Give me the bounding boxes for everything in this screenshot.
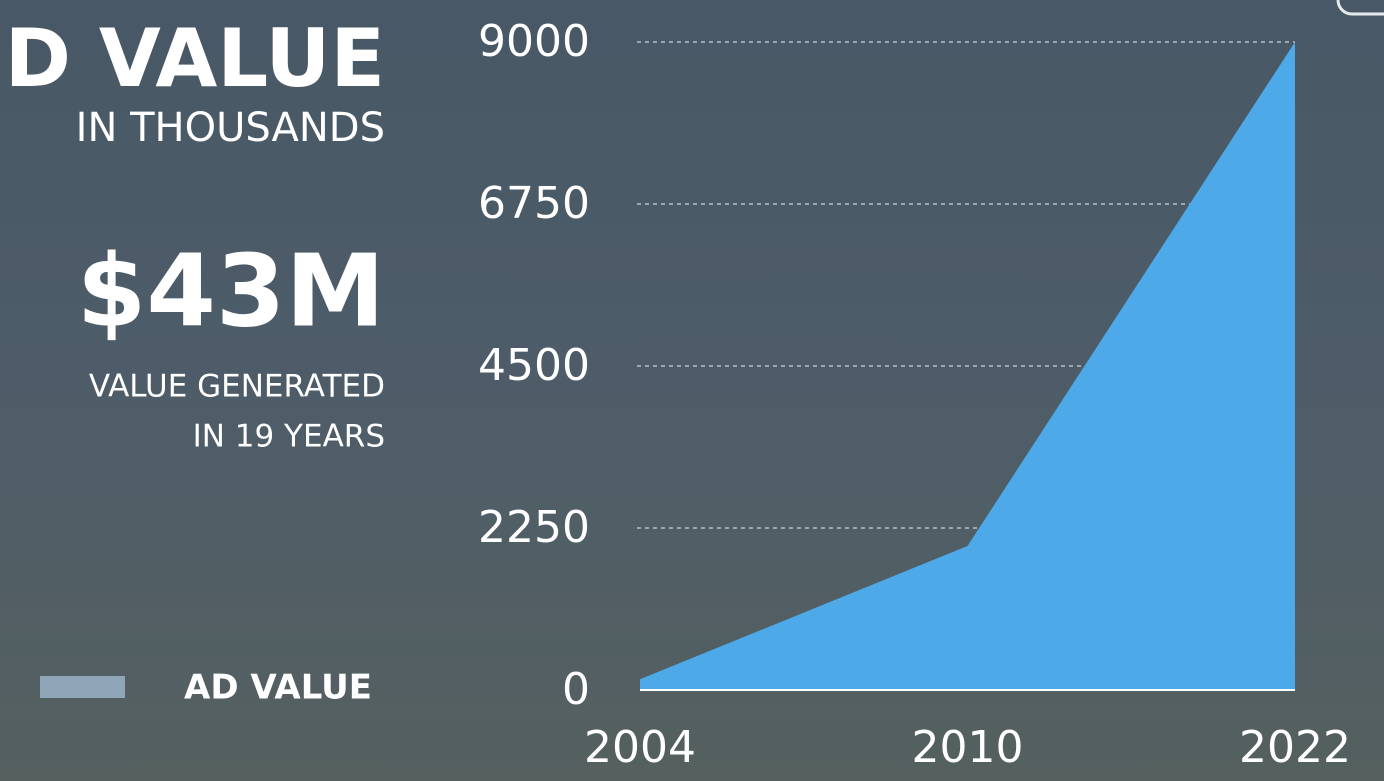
headline: D VALUE (5, 12, 385, 105)
y-tick-label: 6750 (478, 178, 590, 229)
y-tick-label: 0 (562, 664, 590, 715)
stat-caption: IN 19 YEARS (193, 419, 385, 455)
x-tick-label: 2022 (1239, 722, 1351, 773)
stat-caption: VALUE GENERATED (89, 369, 385, 405)
x-tick-label: 2010 (912, 722, 1024, 773)
legend-swatch (40, 676, 125, 698)
stat: $43M (77, 232, 385, 349)
x-tick-label: 2004 (584, 722, 696, 773)
legend-label: AD VALUE (184, 668, 372, 708)
chart: D VALUE IN THOUSANDS $43M VALUE GENERATE… (0, 0, 1384, 781)
y-tick-label: 2250 (478, 502, 590, 553)
y-tick-label: 9000 (478, 16, 590, 67)
y-tick-label: 4500 (478, 340, 590, 391)
headline-sub: IN THOUSANDS (76, 105, 385, 151)
page: D VALUE IN THOUSANDS $43M VALUE GENERATE… (0, 0, 1384, 781)
